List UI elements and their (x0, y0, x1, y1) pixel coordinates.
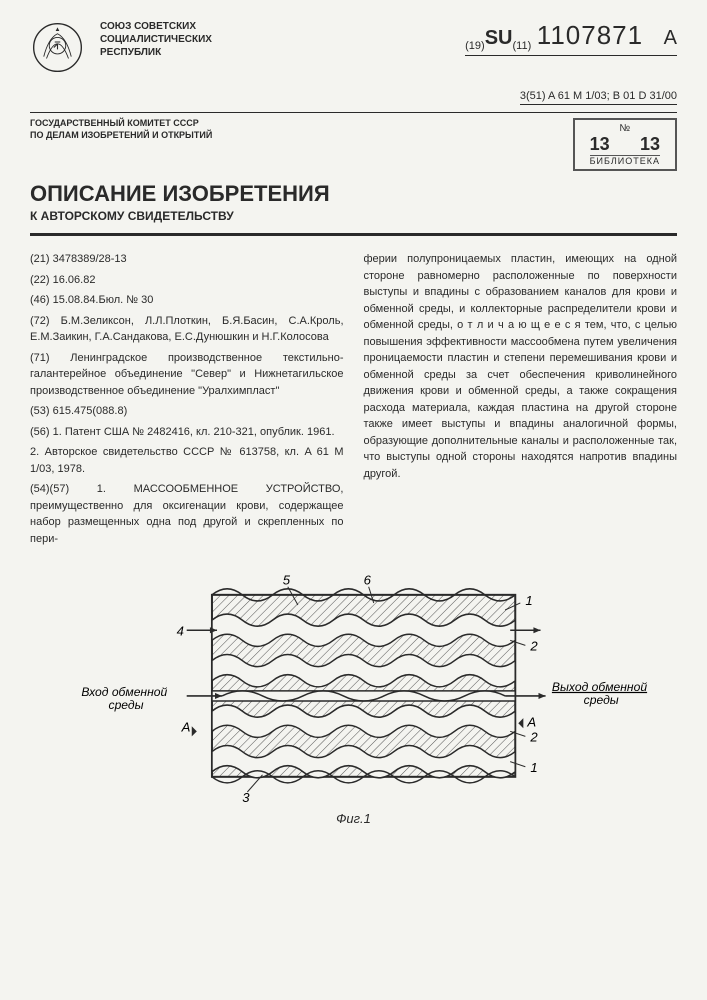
svg-text:Вход обменной среды: Вход обменной среды (81, 685, 170, 712)
committee-text: ГОСУДАРСТВЕННЫЙ КОМИТЕТ СССР ПО ДЕЛАМ ИЗ… (30, 118, 212, 171)
ussr-emblem-icon (30, 20, 85, 75)
library-stamp: № 13 13 БИБЛИОТЕКА (573, 118, 677, 171)
svg-text:1: 1 (530, 760, 537, 775)
field-21: (21) 3478389/28-13 (30, 251, 344, 268)
svg-text:5: 5 (283, 573, 291, 588)
svg-text:3: 3 (242, 790, 250, 805)
svg-text:Выход обменной среды: Выход обменной среды (552, 680, 651, 707)
field-46: (46) 15.08.84.Бюл. № 30 (30, 292, 344, 309)
figure-1: 5 6 1 2 2 1 4 3 A A Вход обменной среды (30, 571, 677, 831)
committee-row: ГОСУДАРСТВЕННЫЙ КОМИТЕТ СССР ПО ДЕЛАМ ИЗ… (30, 118, 677, 171)
svg-text:2: 2 (529, 729, 538, 744)
divider (30, 112, 677, 113)
svg-text:6: 6 (364, 573, 372, 588)
svg-text:4: 4 (177, 623, 184, 638)
stamp-top: № (590, 123, 660, 134)
svg-text:A: A (526, 714, 536, 729)
field-72-authors: (72) Б.М.Зеликсон, Л.Л.Плоткин, Б.Я.Баси… (30, 313, 344, 346)
header-row: СОЮЗ СОВЕТСКИХ СОЦИАЛИСТИЧЕСКИХ РЕСПУБЛИ… (30, 20, 677, 75)
svg-text:1: 1 (525, 593, 532, 608)
ipc-classification: 3(51) A 61 M 1/03; B 01 D 31/00 (30, 90, 677, 102)
svg-text:2: 2 (529, 638, 538, 653)
body-columns: (21) 3478389/28-13 (22) 16.06.82 (46) 15… (30, 251, 677, 551)
field-54-57-abstract: (54)(57) 1. МАССООБМЕННОЕ УСТРОЙСТВО, пр… (30, 481, 344, 547)
abstract-continued: ферии полупроницаемых пластин, имеющих н… (364, 251, 678, 482)
field-56-ref2: 2. Авторское свидетельство СССР № 613758… (30, 444, 344, 477)
field-56-ref1: (56) 1. Патент США № 2482416, кл. 210-32… (30, 424, 344, 441)
patent-number: (19)SU(11) 1107871 A (465, 20, 677, 56)
right-column: ферии полупроницаемых пластин, имеющих н… (364, 251, 678, 551)
title-block: ОПИСАНИЕ ИЗОБРЕТЕНИЯ К АВТОРСКОМУ СВИДЕТ… (30, 181, 677, 223)
main-title: ОПИСАНИЕ ИЗОБРЕТЕНИЯ (30, 181, 677, 207)
subtitle: К АВТОРСКОМУ СВИДЕТЕЛЬСТВУ (30, 209, 677, 223)
figure-1-svg: 5 6 1 2 2 1 4 3 A A Вход обменной среды (30, 571, 677, 831)
field-71-applicant: (71) Ленинградское производственное текс… (30, 350, 344, 400)
svg-text:A: A (181, 719, 191, 734)
thick-divider (30, 233, 677, 236)
union-text: СОЮЗ СОВЕТСКИХ СОЦИАЛИСТИЧЕСКИХ РЕСПУБЛИ… (100, 20, 450, 59)
left-column: (21) 3478389/28-13 (22) 16.06.82 (46) 15… (30, 251, 344, 551)
field-53: (53) 615.475(088.8) (30, 403, 344, 420)
figure-caption: Фиг.1 (336, 811, 371, 826)
field-22: (22) 16.06.82 (30, 272, 344, 289)
